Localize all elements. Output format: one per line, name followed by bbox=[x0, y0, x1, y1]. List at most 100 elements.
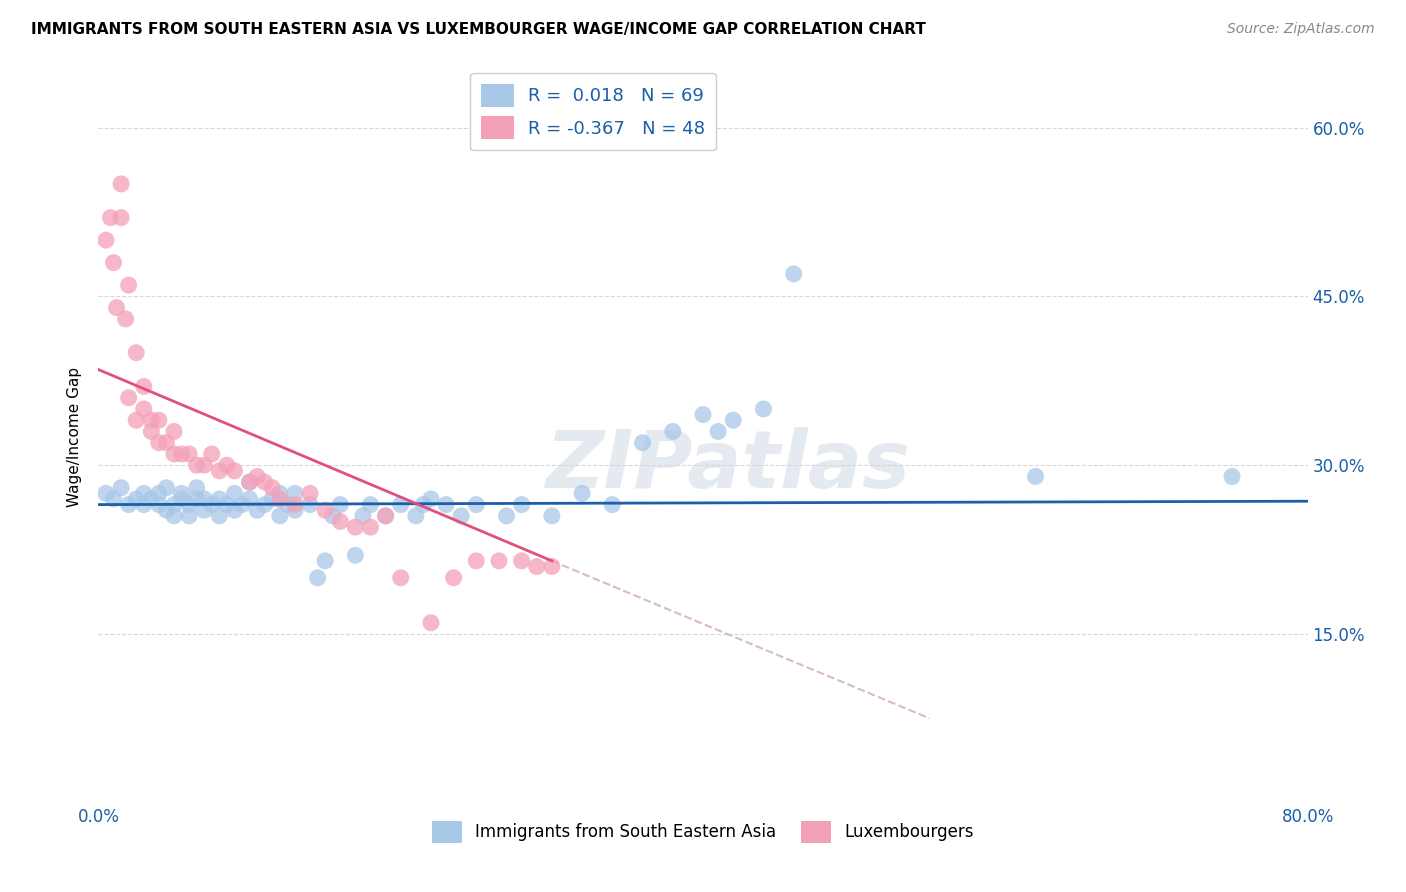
Legend: Immigrants from South Eastern Asia, Luxembourgers: Immigrants from South Eastern Asia, Luxe… bbox=[425, 814, 981, 849]
Point bbox=[412, 498, 434, 512]
Point bbox=[526, 559, 548, 574]
Point bbox=[148, 498, 170, 512]
Point bbox=[155, 503, 177, 517]
Point bbox=[374, 508, 396, 523]
Text: IMMIGRANTS FROM SOUTH EASTERN ASIA VS LUXEMBOURGER WAGE/INCOME GAP CORRELATION C: IMMIGRANTS FROM SOUTH EASTERN ASIA VS LU… bbox=[31, 22, 925, 37]
Point bbox=[193, 503, 215, 517]
Point bbox=[389, 571, 412, 585]
Point bbox=[284, 486, 307, 500]
Point bbox=[752, 401, 775, 416]
Point bbox=[284, 503, 307, 517]
Point bbox=[163, 498, 186, 512]
Point bbox=[141, 413, 163, 427]
Point bbox=[193, 491, 215, 506]
Point bbox=[125, 491, 148, 506]
Point bbox=[94, 486, 117, 500]
Point bbox=[322, 508, 344, 523]
Point bbox=[253, 498, 276, 512]
Point bbox=[179, 447, 201, 461]
Point bbox=[262, 491, 284, 506]
Point bbox=[100, 211, 122, 225]
Point bbox=[783, 267, 806, 281]
Point bbox=[186, 481, 208, 495]
Point bbox=[114, 312, 136, 326]
Point bbox=[163, 447, 186, 461]
Point bbox=[118, 498, 141, 512]
Point bbox=[488, 554, 510, 568]
Point bbox=[661, 425, 683, 439]
Point bbox=[132, 379, 155, 393]
Point bbox=[602, 498, 624, 512]
Point bbox=[246, 503, 269, 517]
Point bbox=[110, 177, 132, 191]
Point bbox=[284, 498, 307, 512]
Point bbox=[269, 508, 291, 523]
Point bbox=[360, 498, 382, 512]
Point bbox=[132, 486, 155, 500]
Point bbox=[215, 458, 238, 473]
Point bbox=[329, 498, 352, 512]
Point bbox=[163, 508, 186, 523]
Point bbox=[208, 491, 231, 506]
Point bbox=[201, 447, 224, 461]
Point bbox=[314, 554, 336, 568]
Point bbox=[389, 498, 412, 512]
Point bbox=[224, 464, 246, 478]
Point bbox=[179, 498, 201, 512]
Point bbox=[344, 548, 367, 562]
Point bbox=[352, 508, 374, 523]
Point bbox=[110, 211, 132, 225]
Point bbox=[420, 615, 443, 630]
Point bbox=[465, 554, 488, 568]
Point bbox=[141, 491, 163, 506]
Text: Source: ZipAtlas.com: Source: ZipAtlas.com bbox=[1227, 22, 1375, 37]
Point bbox=[540, 508, 562, 523]
Point bbox=[239, 475, 262, 489]
Point bbox=[94, 233, 117, 247]
Point bbox=[103, 491, 125, 506]
Point bbox=[186, 491, 208, 506]
Point bbox=[495, 508, 517, 523]
Point bbox=[148, 413, 170, 427]
Point bbox=[208, 508, 231, 523]
Point bbox=[510, 554, 533, 568]
Point bbox=[186, 458, 208, 473]
Point bbox=[510, 498, 533, 512]
Point bbox=[170, 447, 193, 461]
Point bbox=[170, 486, 193, 500]
Point bbox=[132, 498, 155, 512]
Point bbox=[299, 498, 322, 512]
Point bbox=[571, 486, 593, 500]
Point bbox=[118, 278, 141, 293]
Y-axis label: Wage/Income Gap: Wage/Income Gap bbox=[67, 367, 83, 508]
Point bbox=[420, 491, 443, 506]
Point bbox=[253, 475, 276, 489]
Point bbox=[231, 498, 253, 512]
Point bbox=[125, 345, 148, 359]
Point bbox=[224, 503, 246, 517]
Point bbox=[125, 413, 148, 427]
Point bbox=[246, 469, 269, 483]
Point bbox=[344, 520, 367, 534]
Point bbox=[110, 481, 132, 495]
Point bbox=[103, 255, 125, 269]
Point bbox=[723, 413, 745, 427]
Point bbox=[692, 408, 714, 422]
Point bbox=[170, 491, 193, 506]
Point bbox=[707, 425, 730, 439]
Point bbox=[215, 498, 238, 512]
Text: ZIPatlas: ZIPatlas bbox=[544, 427, 910, 506]
Point bbox=[299, 486, 322, 500]
Point bbox=[434, 498, 457, 512]
Point bbox=[105, 301, 128, 315]
Point bbox=[307, 571, 329, 585]
Point bbox=[163, 425, 186, 439]
Point bbox=[132, 401, 155, 416]
Point bbox=[374, 508, 396, 523]
Point bbox=[148, 486, 170, 500]
Point bbox=[179, 508, 201, 523]
Point bbox=[631, 435, 654, 450]
Point bbox=[262, 481, 284, 495]
Point bbox=[360, 520, 382, 534]
Point bbox=[1024, 469, 1046, 483]
